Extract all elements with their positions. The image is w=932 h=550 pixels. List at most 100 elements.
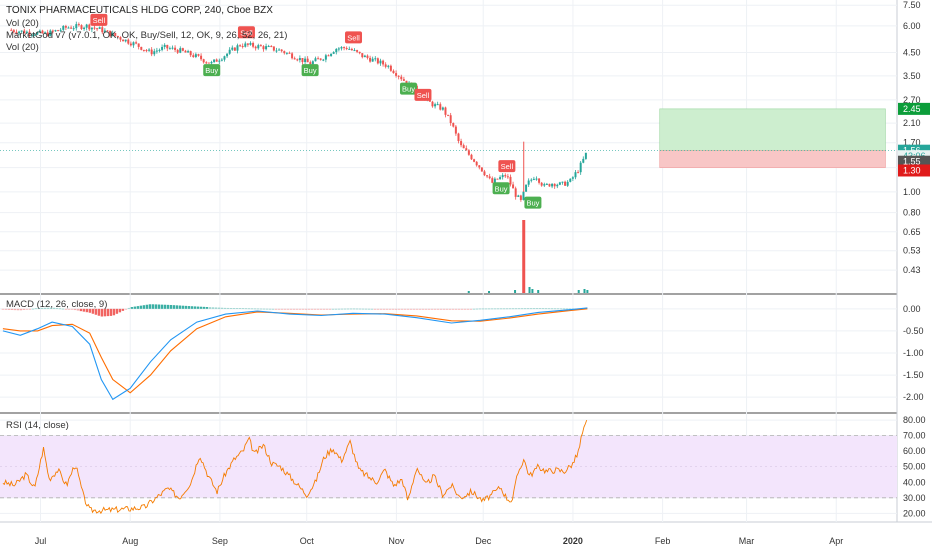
macd-histogram-bar	[40, 307, 44, 309]
price-candle	[265, 46, 268, 50]
macd-histogram-bar	[13, 308, 17, 311]
price-candle	[252, 42, 255, 47]
price-candle	[499, 177, 502, 180]
position-stop-zone[interactable]	[659, 150, 886, 168]
price-candle	[324, 55, 327, 60]
price-tick-label: 4.50	[903, 48, 921, 58]
signal-buy-badge	[524, 196, 542, 209]
x-tick-label: 2020	[563, 536, 583, 546]
price-candle	[449, 115, 452, 124]
price-candle	[249, 42, 252, 45]
macd-histogram-bar	[346, 308, 350, 310]
macd-histogram-bar	[25, 308, 29, 310]
price-candle	[262, 46, 265, 50]
price-candle	[366, 55, 369, 58]
price-candle	[491, 178, 494, 183]
price-candle	[116, 35, 119, 38]
macd-histogram-bar	[436, 308, 440, 310]
price-candle	[460, 141, 463, 146]
price-candle	[85, 24, 88, 28]
macd-histogram-bar	[547, 308, 551, 310]
macd-histogram-bar	[565, 308, 569, 310]
price-candle	[28, 31, 31, 35]
macd-histogram-bar	[262, 308, 266, 310]
price-tick-label: 2.70	[903, 95, 921, 105]
macd-histogram-bar	[82, 308, 86, 312]
macd-histogram-bar	[388, 308, 392, 310]
volume-bar	[586, 290, 589, 293]
macd-histogram-bar	[130, 307, 134, 309]
price-candle	[345, 48, 348, 50]
macd-histogram-bar	[211, 307, 215, 309]
price-candle	[465, 148, 468, 151]
price-candle	[93, 27, 96, 29]
macd-histogram-bar	[529, 308, 533, 310]
macd-tick-label: 0.00	[903, 304, 921, 314]
price-candle	[231, 47, 234, 50]
position-target-zone[interactable]	[659, 108, 886, 151]
volume-bar	[577, 290, 580, 293]
price-candle	[127, 39, 130, 44]
macd-histogram-bar	[493, 308, 497, 310]
macd-histogram-bar	[478, 308, 482, 310]
macd-histogram-bar	[496, 308, 500, 310]
macd-histogram-bar	[400, 308, 404, 310]
price-candle	[80, 25, 83, 29]
price-candle	[322, 59, 325, 61]
price-candle	[129, 43, 132, 46]
macd-histogram-bar	[199, 306, 203, 309]
price-candle	[207, 62, 210, 64]
macd-histogram-bar	[67, 308, 71, 310]
macd-histogram-bar	[52, 307, 56, 309]
signal-sell-badge	[90, 13, 108, 26]
signal-sell-label: Sell	[93, 16, 106, 25]
macd-histogram-bar	[559, 308, 563, 310]
price-candle	[517, 195, 520, 197]
macd-histogram-bar	[127, 307, 131, 309]
price-candle	[343, 47, 346, 49]
macd-histogram-bar	[550, 308, 554, 310]
price-tick-label: 0.80	[903, 208, 921, 218]
macd-histogram-bar	[415, 308, 419, 310]
macd-histogram-bar	[541, 308, 545, 310]
macd-histogram-bar	[466, 308, 470, 310]
price-candle	[275, 50, 278, 52]
macd-histogram-bar	[343, 308, 347, 310]
macd-histogram-bar	[208, 307, 212, 309]
price-candle	[473, 159, 476, 162]
price-candle	[62, 26, 65, 30]
macd-histogram-bar	[439, 308, 443, 310]
macd-histogram-bar	[121, 308, 125, 311]
price-candle	[395, 73, 398, 76]
macd-histogram-bar	[22, 308, 26, 310]
macd-histogram-bar	[94, 308, 98, 315]
x-tick-label: Oct	[300, 536, 315, 546]
macd-histogram-bar	[193, 306, 197, 309]
macd-histogram-bar	[433, 308, 437, 310]
macd-histogram-bar	[463, 308, 467, 310]
macd-histogram-bar	[280, 308, 284, 310]
macd-histogram-bar	[268, 308, 272, 310]
indicator-label-marketgod: MarketGod v7 (v7.0.1, OK, OK, Buy/Sell, …	[6, 30, 287, 41]
signal-buy-badge	[301, 64, 319, 77]
price-candle	[163, 44, 166, 47]
rsi-tick-label: 30.00	[903, 493, 926, 503]
price-candle	[153, 51, 156, 55]
x-tick-label: Feb	[655, 536, 671, 546]
volume-bar	[537, 290, 540, 293]
macd-histogram-bar	[298, 308, 302, 310]
price-candle	[369, 57, 372, 62]
price-candle	[218, 60, 221, 62]
macd-histogram-bar	[43, 307, 47, 309]
price-candle	[257, 45, 260, 49]
signal-marker-buy: Buy	[524, 196, 542, 209]
price-candle	[335, 48, 338, 53]
macd-histogram-bar	[556, 308, 560, 310]
macd-histogram-bar	[28, 308, 32, 310]
x-tick-label: Mar	[739, 536, 755, 546]
macd-histogram-bar	[148, 304, 152, 309]
macd-histogram-bar	[385, 308, 389, 310]
price-candle	[504, 175, 507, 177]
macd-histogram-bar	[181, 305, 185, 309]
